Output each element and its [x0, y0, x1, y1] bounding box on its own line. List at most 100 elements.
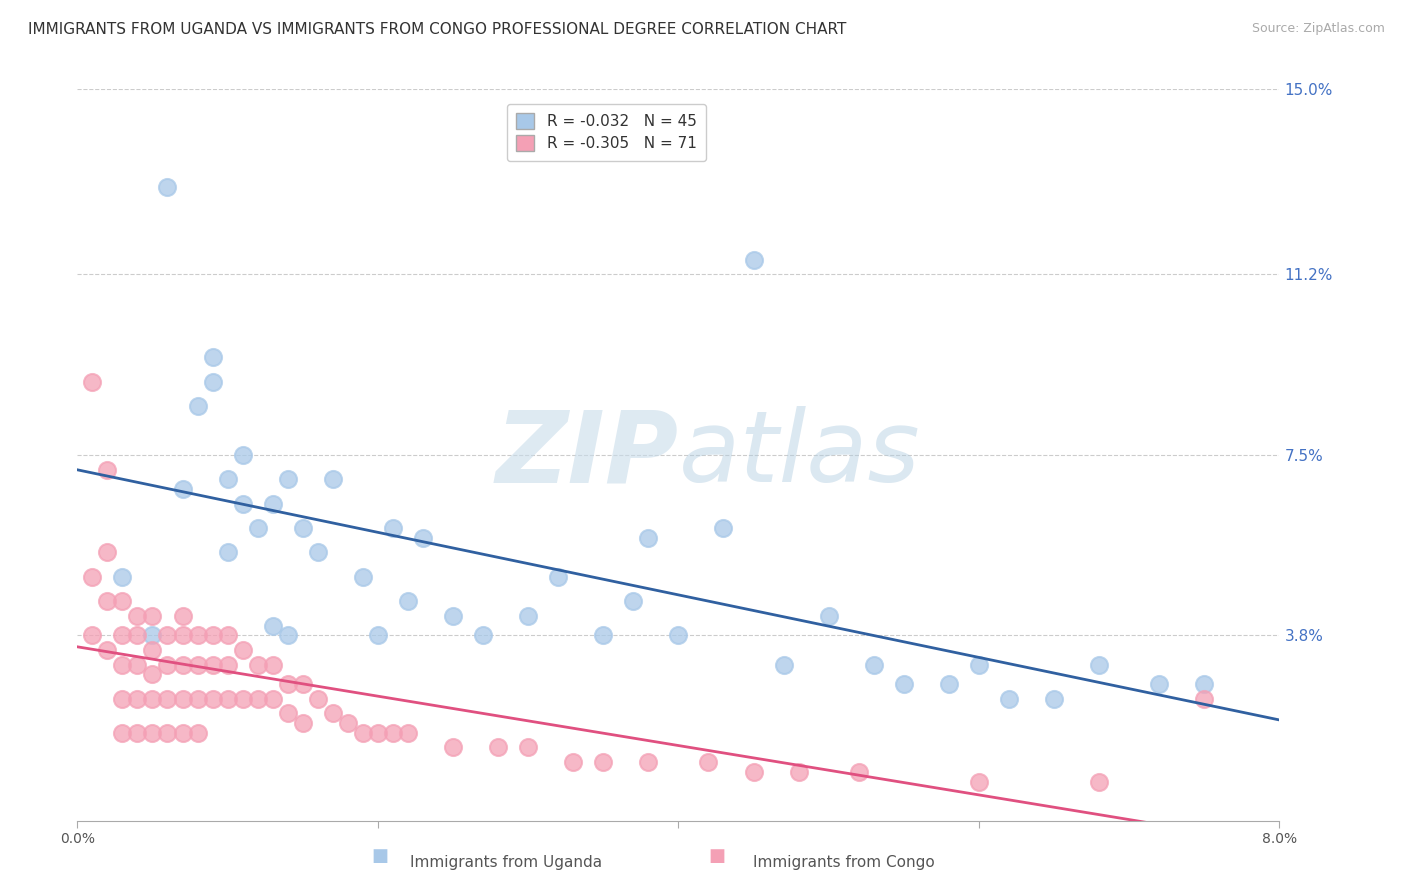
Point [246, 657, 269, 672]
Point [352, 570, 374, 584]
Point [592, 628, 614, 642]
Point [967, 774, 990, 789]
Point [127, 726, 149, 740]
Text: IMMIGRANTS FROM UGANDA VS IMMIGRANTS FROM CONGO PROFESSIONAL DEGREE CORRELATION : IMMIGRANTS FROM UGANDA VS IMMIGRANTS FRO… [28, 22, 846, 37]
Point [412, 531, 434, 545]
Text: ZIP: ZIP [495, 407, 679, 503]
Point [82, 375, 104, 389]
Point [172, 628, 194, 642]
Point [307, 545, 329, 559]
Point [186, 691, 209, 706]
Point [82, 628, 104, 642]
Point [246, 691, 269, 706]
Point [668, 628, 690, 642]
Point [82, 570, 104, 584]
Point [172, 691, 194, 706]
Point [967, 657, 990, 672]
Point [127, 628, 149, 642]
Point [96, 594, 118, 608]
Point [277, 472, 299, 486]
Point [186, 628, 209, 642]
Point [336, 716, 359, 731]
Point [156, 628, 179, 642]
Point [232, 497, 254, 511]
Point [141, 608, 163, 623]
Point [111, 628, 134, 642]
Point [441, 608, 464, 623]
Point [547, 570, 569, 584]
Text: Source: ZipAtlas.com: Source: ZipAtlas.com [1251, 22, 1385, 36]
Point [472, 628, 495, 642]
Text: ■: ■ [709, 847, 725, 865]
Point [517, 608, 540, 623]
Point [141, 628, 163, 642]
Point [697, 755, 720, 769]
Point [441, 740, 464, 755]
Point [262, 497, 284, 511]
Point [592, 755, 614, 769]
Point [848, 764, 870, 779]
Point [201, 375, 224, 389]
Point [232, 643, 254, 657]
Point [713, 521, 735, 535]
Point [96, 462, 118, 476]
Point [111, 570, 134, 584]
Point [111, 657, 134, 672]
Point [772, 657, 794, 672]
Point [232, 448, 254, 462]
Point [201, 691, 224, 706]
Point [1088, 774, 1111, 789]
Point [96, 643, 118, 657]
Point [367, 726, 389, 740]
Point [381, 726, 404, 740]
Point [262, 691, 284, 706]
Point [291, 716, 314, 731]
Point [156, 726, 179, 740]
Point [262, 657, 284, 672]
Point [111, 726, 134, 740]
Point [277, 628, 299, 642]
Point [201, 657, 224, 672]
Point [186, 657, 209, 672]
Point [291, 677, 314, 691]
Point [172, 482, 194, 496]
Point [217, 657, 239, 672]
Point [186, 399, 209, 413]
Point [322, 472, 344, 486]
Point [111, 594, 134, 608]
Point [141, 643, 163, 657]
Legend: R = -0.032   N = 45, R = -0.305   N = 71: R = -0.032 N = 45, R = -0.305 N = 71 [508, 104, 706, 161]
Point [291, 521, 314, 535]
Point [637, 531, 659, 545]
Point [1043, 691, 1066, 706]
Point [141, 691, 163, 706]
Point [217, 472, 239, 486]
Point [322, 706, 344, 721]
Point [277, 677, 299, 691]
Point [742, 764, 765, 779]
Point [562, 755, 585, 769]
Text: atlas: atlas [679, 407, 920, 503]
Point [277, 706, 299, 721]
Text: ■: ■ [371, 847, 388, 865]
Point [1088, 657, 1111, 672]
Point [621, 594, 644, 608]
Point [1194, 677, 1216, 691]
Point [141, 726, 163, 740]
Point [201, 628, 224, 642]
Point [172, 726, 194, 740]
Point [396, 726, 419, 740]
Point [172, 657, 194, 672]
Point [156, 691, 179, 706]
Point [307, 691, 329, 706]
Point [787, 764, 810, 779]
Point [186, 726, 209, 740]
Point [742, 252, 765, 267]
Point [232, 691, 254, 706]
Point [127, 657, 149, 672]
Point [396, 594, 419, 608]
Point [156, 657, 179, 672]
Point [486, 740, 509, 755]
Point [246, 521, 269, 535]
Point [938, 677, 960, 691]
